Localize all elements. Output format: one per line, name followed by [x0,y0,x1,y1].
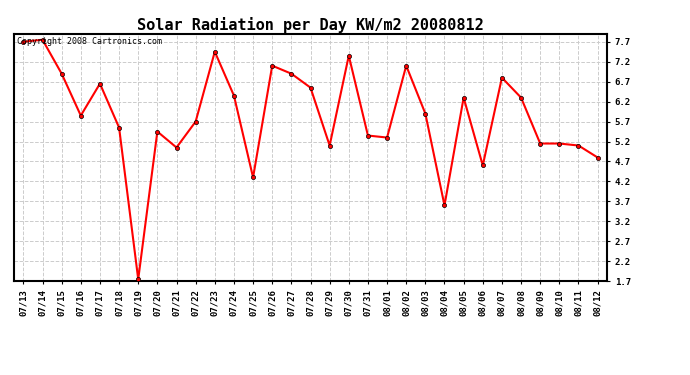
Text: Copyright 2008 Cartronics.com: Copyright 2008 Cartronics.com [17,38,161,46]
Title: Solar Radiation per Day KW/m2 20080812: Solar Radiation per Day KW/m2 20080812 [137,16,484,33]
